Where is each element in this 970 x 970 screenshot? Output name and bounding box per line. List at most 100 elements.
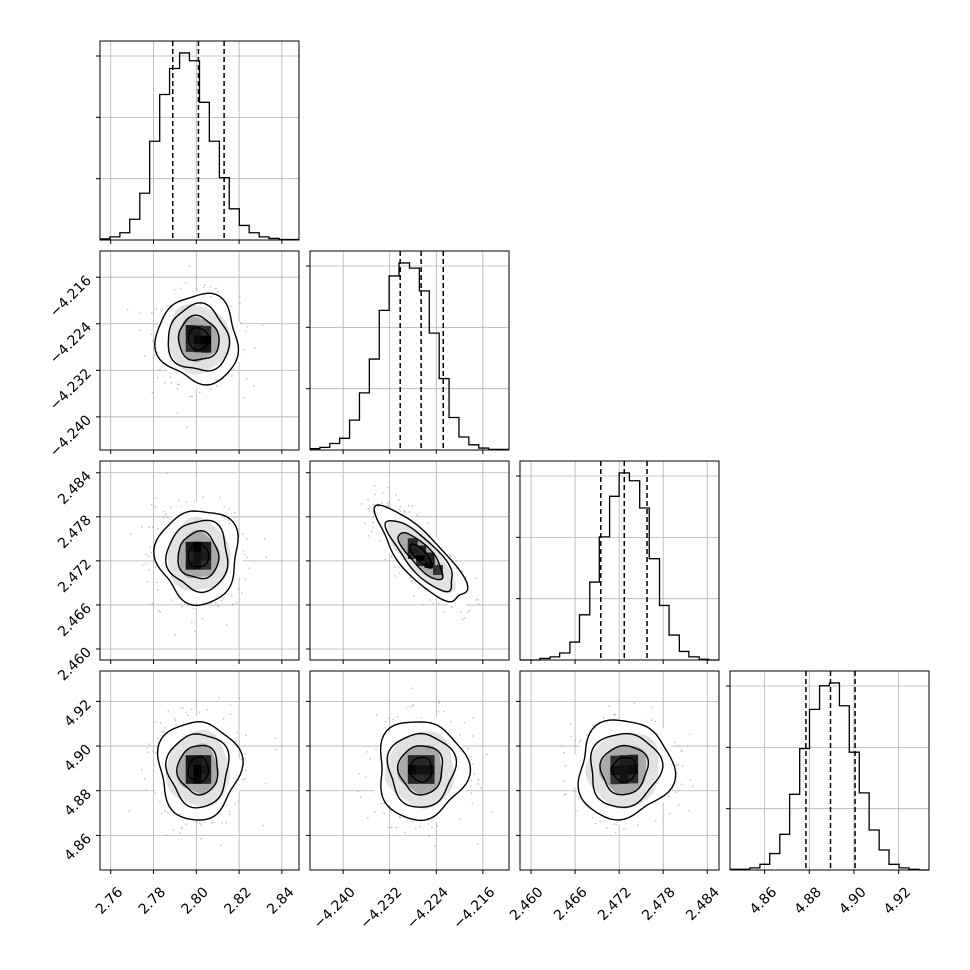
scatter-point: [242, 778, 245, 781]
scatter-point: [372, 515, 375, 518]
contour-line: [187, 542, 210, 568]
scatter-point: [147, 555, 150, 558]
scatter-point: [443, 611, 446, 613]
x-tick-label: 2.82: [221, 884, 254, 917]
scatter-point: [178, 499, 181, 502]
scatter-point: [245, 377, 248, 380]
density-block: [628, 764, 639, 775]
y-tick-label: 2.478: [55, 512, 95, 552]
y-tick-label: −4.232: [47, 366, 95, 414]
scatter-point: [562, 780, 565, 783]
scatter-point: [399, 505, 402, 508]
density-block: [424, 557, 435, 568]
density-block: [193, 333, 204, 344]
scatter-point: [386, 502, 389, 505]
scatter-point: [187, 714, 190, 717]
scatter-point: [265, 556, 268, 559]
scatter-point: [174, 717, 176, 720]
scatter-point: [145, 788, 147, 791]
scatter-point: [563, 751, 565, 754]
scatter-point: [237, 800, 240, 803]
contour-line: [177, 529, 220, 580]
panel-2d-2-1: [309, 460, 510, 661]
panel-body: [100, 461, 299, 660]
scatter-point: [173, 288, 176, 291]
scatter-point: [680, 749, 682, 752]
scatter-point: [463, 617, 466, 619]
scatter-point: [167, 710, 170, 713]
scatter-point: [172, 829, 175, 831]
density-block: [193, 559, 204, 570]
scatter-point: [239, 322, 242, 324]
density-block: [416, 556, 427, 567]
scatter-point: [380, 502, 383, 505]
scatter-point: [373, 810, 376, 813]
y-tick-label: 4.88: [61, 786, 94, 819]
y-tick-label: −4.216: [47, 273, 95, 321]
contour-line: [154, 292, 240, 386]
scatter-point: [606, 826, 608, 829]
contour-line: [396, 745, 444, 796]
scatter-point: [240, 758, 243, 761]
scatter-point: [650, 706, 653, 709]
scatter-point: [668, 795, 670, 798]
scatter-point: [407, 504, 410, 507]
density-block: [424, 552, 435, 563]
contour-line: [164, 519, 229, 594]
scatter-point: [225, 624, 228, 627]
scatter-point: [359, 796, 362, 799]
scatter-point: [458, 818, 461, 821]
scatter-point: [228, 522, 231, 524]
panel-frame: [99, 670, 300, 871]
scatter-point: [245, 734, 248, 737]
scatter-point: [570, 735, 572, 738]
density-block: [407, 543, 418, 554]
scatter-point: [228, 813, 231, 816]
scatter-point: [203, 284, 206, 287]
scatter-point: [396, 716, 399, 718]
scatter-point: [387, 486, 390, 489]
scatter-point: [408, 511, 411, 513]
scatter-point: [239, 301, 241, 304]
scatter-point: [160, 730, 163, 733]
scatter-point: [230, 594, 233, 597]
scatter-point: [166, 516, 169, 519]
scatter-point: [574, 739, 577, 741]
scatter-point: [681, 765, 684, 767]
contour-line: [409, 543, 434, 569]
scatter-point: [414, 827, 417, 830]
panel-body: [310, 671, 509, 870]
scatter-point: [675, 764, 678, 767]
scatter-point: [477, 783, 479, 785]
scatter-point: [159, 801, 161, 803]
scatter-point: [148, 569, 150, 571]
scatter-point: [369, 757, 371, 760]
scatter-point: [477, 778, 480, 781]
scatter-point: [162, 516, 165, 519]
scatter-point: [246, 556, 248, 559]
scatter-point: [169, 506, 172, 508]
scatter-point: [486, 753, 488, 756]
scatter-point: [242, 550, 245, 553]
scatter-point: [235, 740, 238, 743]
x-tick-label: 2.472: [595, 884, 635, 924]
scatter-point: [411, 579, 413, 582]
scatter-point: [383, 802, 385, 805]
x-tick-label: 2.466: [551, 884, 591, 924]
y-tick-label: 2.484: [55, 468, 95, 508]
density-block: [610, 755, 621, 766]
scatter-point: [211, 822, 214, 824]
scatter-point: [180, 287, 182, 290]
scatter-point: [675, 772, 678, 774]
density-block: [185, 341, 196, 352]
panel-frame: [99, 40, 300, 241]
scatter-point: [449, 720, 452, 723]
density-block: [424, 764, 435, 775]
scatter-point: [234, 516, 237, 519]
scatter-point: [155, 308, 158, 310]
scatter-point: [654, 820, 657, 822]
scatter-point: [411, 705, 414, 707]
panel-body: [520, 671, 719, 870]
contour-line: [167, 302, 231, 372]
